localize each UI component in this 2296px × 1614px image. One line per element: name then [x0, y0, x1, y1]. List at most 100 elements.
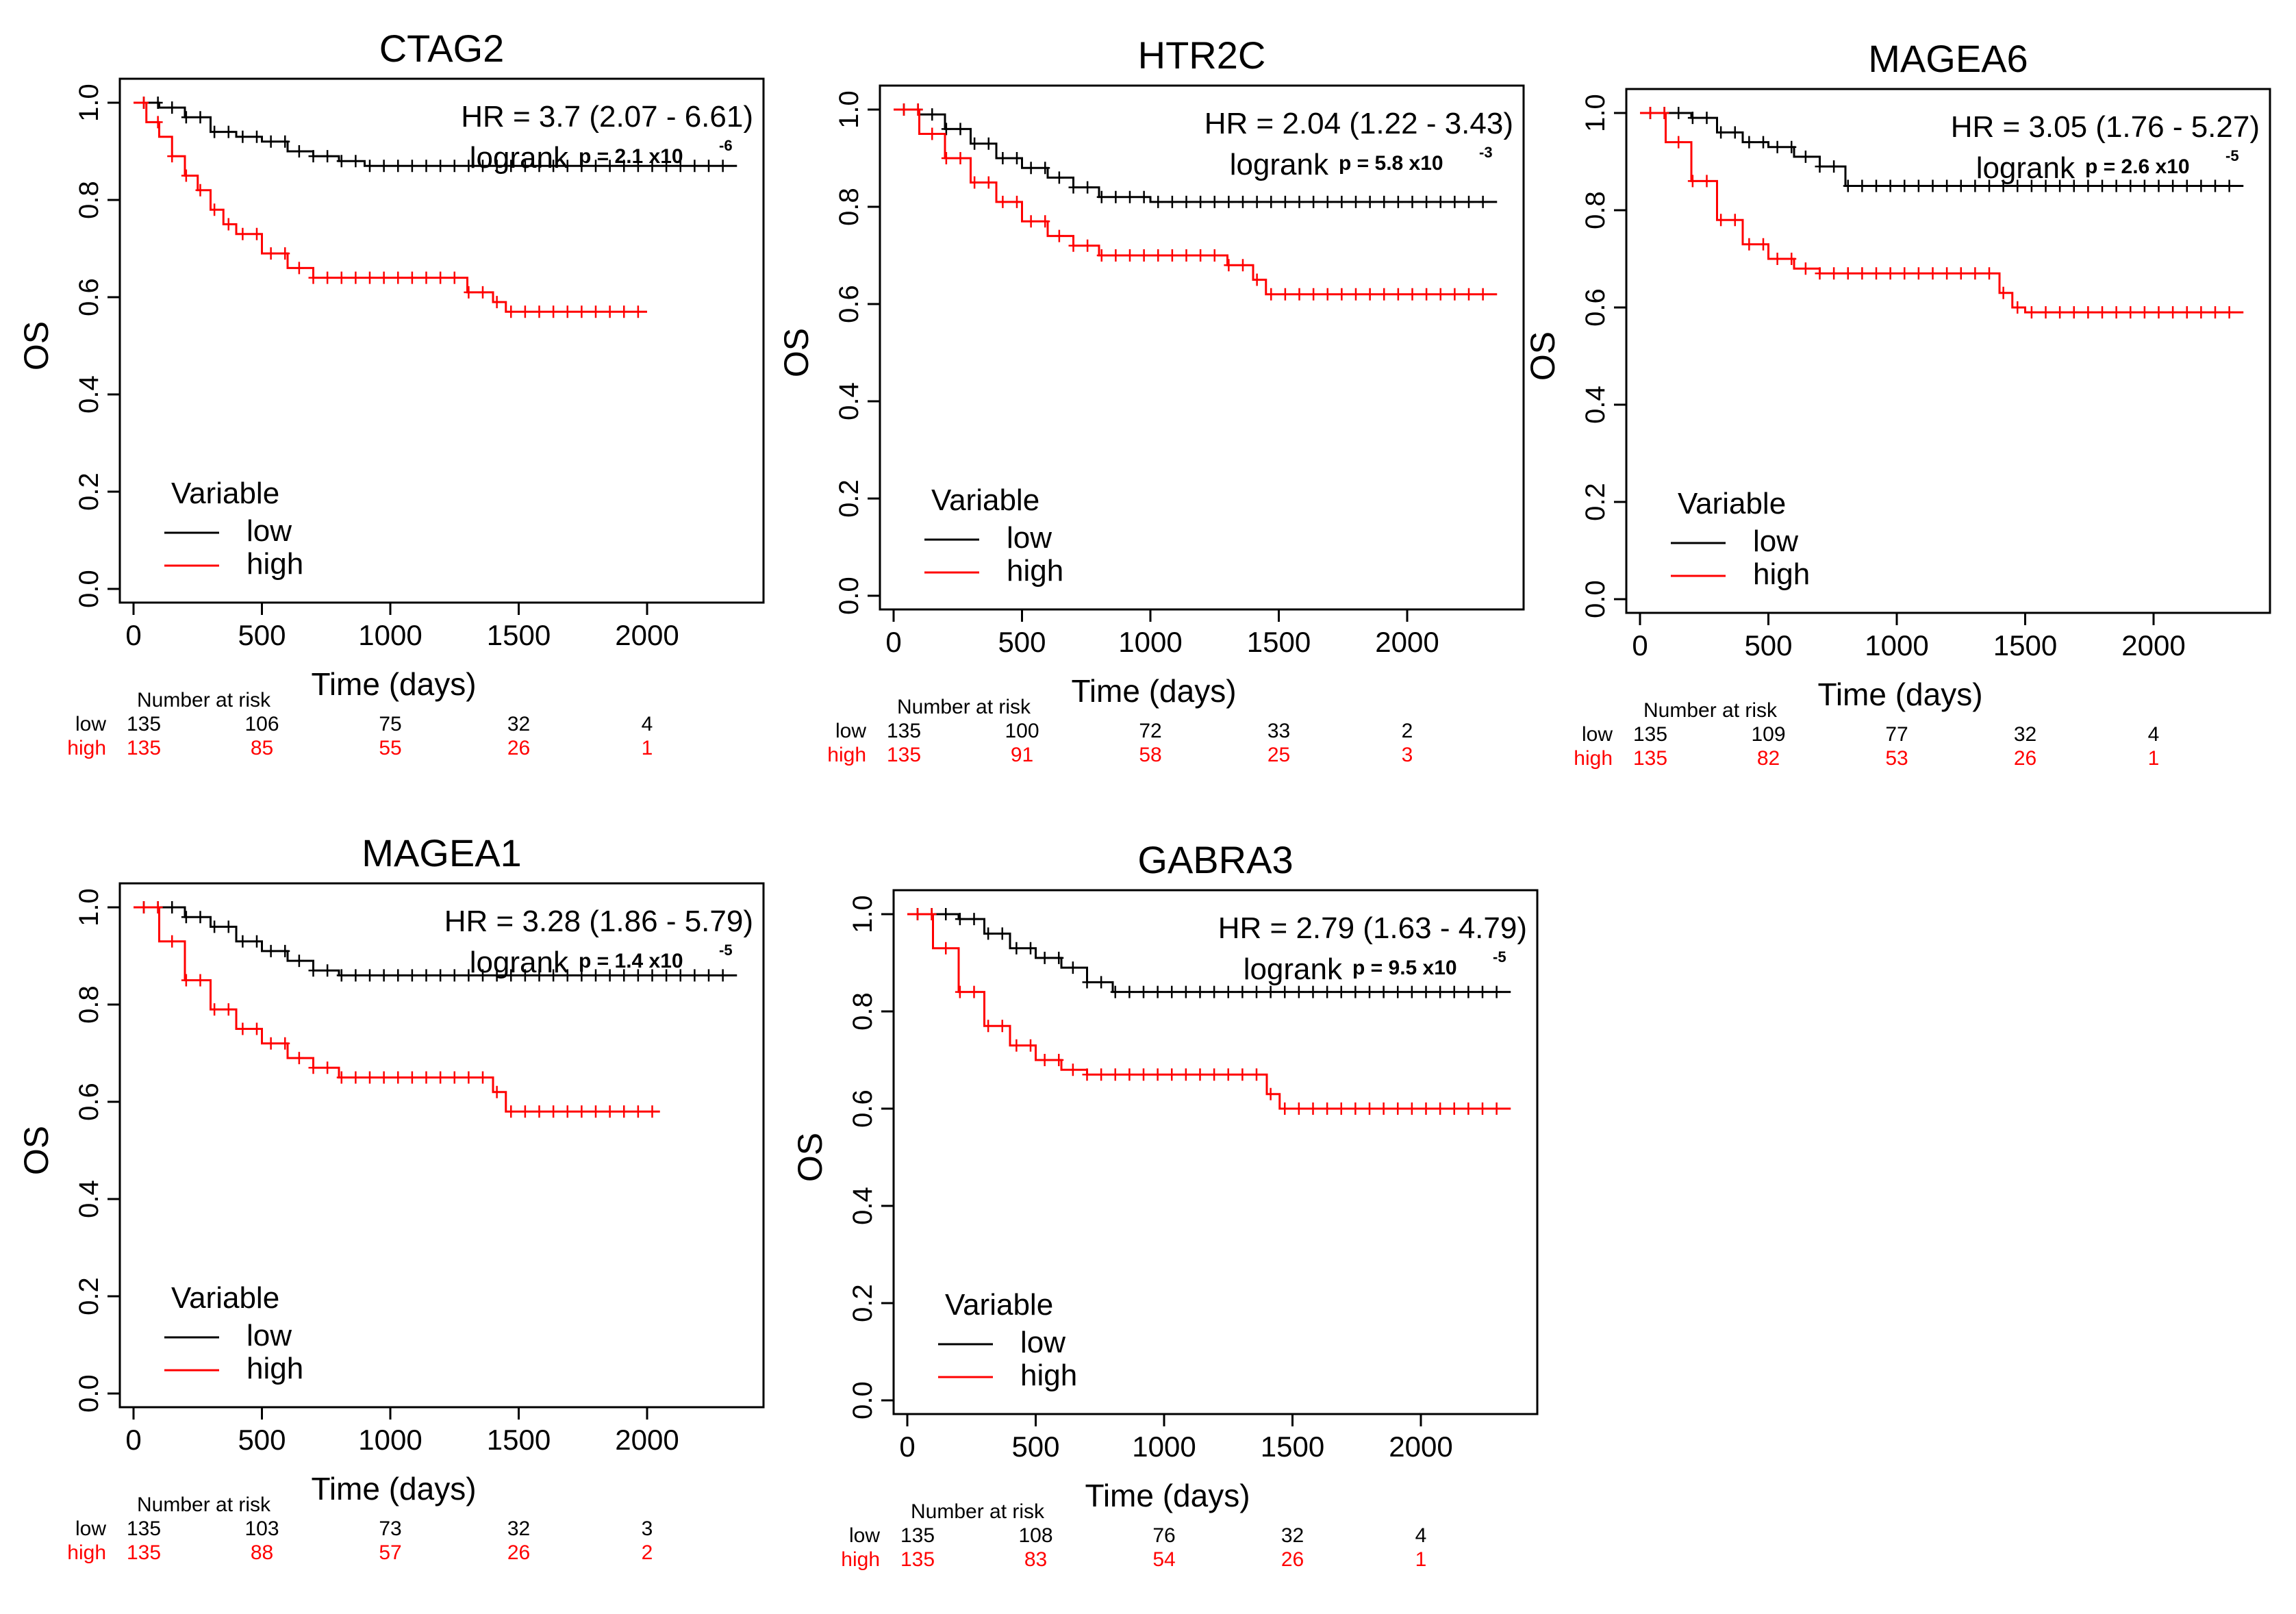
- x-tick-label: 500: [238, 1424, 286, 1456]
- censor-mark-low: [1294, 195, 1304, 208]
- censor-mark-low: [1449, 985, 1459, 998]
- y-tick-label: 0.2: [834, 479, 864, 518]
- risk-count-low: 2: [1402, 720, 1413, 742]
- censor-mark-high: [351, 1071, 361, 1084]
- hr-annotation: HR = 3.28 (1.86 - 5.79): [444, 905, 753, 938]
- censor-mark-low: [1280, 195, 1290, 208]
- censor-mark-low: [534, 160, 544, 173]
- censor-mark-low: [492, 160, 502, 173]
- censor-mark-low: [407, 160, 417, 173]
- chart-title: MAGEA1: [362, 831, 521, 874]
- p-value-label: p = 1.4 x10: [579, 950, 683, 972]
- censor-mark-low: [1970, 179, 1980, 192]
- x-tick-label: 500: [1744, 629, 1792, 661]
- censor-mark-low: [1224, 195, 1234, 208]
- censor-mark-low: [1181, 195, 1191, 208]
- censor-mark-high: [1039, 1054, 1050, 1066]
- censor-mark-low: [1309, 195, 1319, 208]
- risk-count-low: 72: [1139, 720, 1161, 742]
- p-value-label: p = 5.8 x10: [1339, 152, 1443, 175]
- censor-mark-high: [1209, 249, 1220, 262]
- censor-mark-high: [393, 271, 403, 284]
- legend-label-high: high: [1020, 1359, 1077, 1392]
- censor-mark-low: [955, 913, 965, 926]
- censor-mark-high: [619, 305, 629, 318]
- censor-mark-low: [1393, 195, 1403, 208]
- censor-mark-high: [1829, 267, 1839, 280]
- censor-mark-low: [449, 969, 459, 982]
- censor-mark-low: [1139, 985, 1148, 998]
- censor-mark-low: [1984, 179, 1994, 192]
- logrank-label: logrank: [1976, 151, 2076, 185]
- risk-count-high: 88: [251, 1541, 273, 1564]
- censor-mark-low: [464, 969, 474, 982]
- censor-mark-low: [478, 160, 488, 173]
- censor-mark-high: [323, 1061, 333, 1074]
- censor-mark-high: [492, 296, 502, 309]
- censor-mark-high: [1449, 1102, 1459, 1115]
- censor-mark-low: [436, 160, 446, 173]
- censor-mark-low: [2111, 179, 2121, 192]
- censor-mark-high: [520, 305, 530, 318]
- censor-mark-high: [2026, 306, 2036, 319]
- censor-mark-low: [1152, 985, 1163, 998]
- censor-mark-high: [1393, 1102, 1403, 1115]
- risk-count-high: 26: [1281, 1548, 1304, 1571]
- p-value-exponent: -6: [719, 137, 733, 154]
- censor-mark-low: [675, 160, 685, 173]
- censor-mark-high: [379, 1071, 389, 1084]
- y-tick-label: 0.4: [74, 375, 104, 414]
- risk-row-label-low: low: [1582, 723, 1613, 746]
- censor-mark-low: [1421, 985, 1431, 998]
- risk-count-high: 82: [1757, 747, 1780, 770]
- p-value-exponent: -5: [1493, 948, 1506, 966]
- censor-mark-low: [379, 160, 389, 173]
- censor-mark-high: [1365, 1102, 1374, 1115]
- censor-mark-high: [266, 1037, 276, 1050]
- censor-mark-high: [1195, 1068, 1205, 1081]
- censor-mark-low: [153, 97, 163, 109]
- risk-row-label-high: high: [1574, 747, 1613, 770]
- x-tick-label: 1000: [1865, 629, 1928, 661]
- censor-mark-low: [195, 911, 205, 924]
- y-axis-label: OS: [17, 1126, 55, 1175]
- censor-mark-high: [647, 1105, 657, 1118]
- censor-mark-low: [1478, 195, 1488, 208]
- censor-mark-low: [1422, 195, 1432, 208]
- censor-mark-low: [690, 160, 700, 173]
- censor-mark-high: [2196, 306, 2206, 319]
- censor-mark-high: [139, 97, 149, 109]
- hr-annotation: HR = 3.7 (2.07 - 6.61): [461, 100, 753, 134]
- risk-count-low: 109: [1751, 723, 1785, 746]
- censor-mark-high: [1011, 1039, 1022, 1052]
- risk-count-high: 135: [1633, 747, 1667, 770]
- censor-mark-high: [1956, 267, 1966, 280]
- p-value-label: p = 2.6 x10: [2085, 155, 2190, 178]
- y-tick-label: 0.2: [1580, 483, 1611, 521]
- censor-mark-high: [1280, 1102, 1290, 1115]
- censor-mark-low: [1026, 942, 1035, 955]
- censor-mark-low: [379, 969, 389, 982]
- p-value-exponent: -5: [2225, 147, 2239, 164]
- censor-mark-high: [2069, 306, 2079, 319]
- censor-mark-high: [153, 901, 163, 913]
- censor-mark-low: [534, 969, 544, 982]
- censor-mark-high: [562, 1105, 572, 1118]
- censor-mark-low: [421, 160, 431, 173]
- censor-mark-low: [252, 130, 262, 143]
- censor-mark-high: [1153, 249, 1163, 262]
- censor-mark-low: [1393, 985, 1403, 998]
- censor-mark-low: [2041, 179, 2051, 192]
- censor-mark-high: [1265, 1087, 1276, 1100]
- risk-count-low: 135: [127, 1517, 161, 1540]
- censor-mark-low: [1054, 951, 1064, 964]
- censor-mark-low: [1308, 985, 1318, 998]
- censor-mark-high: [1422, 288, 1432, 301]
- censor-mark-high: [1800, 262, 1811, 275]
- censor-mark-low: [577, 969, 587, 982]
- p-value-exponent: -3: [1479, 144, 1493, 161]
- censor-mark-low: [1096, 976, 1107, 989]
- censor-mark-high: [1913, 267, 1923, 280]
- censor-mark-low: [1167, 985, 1177, 998]
- censor-mark-high: [1716, 214, 1726, 227]
